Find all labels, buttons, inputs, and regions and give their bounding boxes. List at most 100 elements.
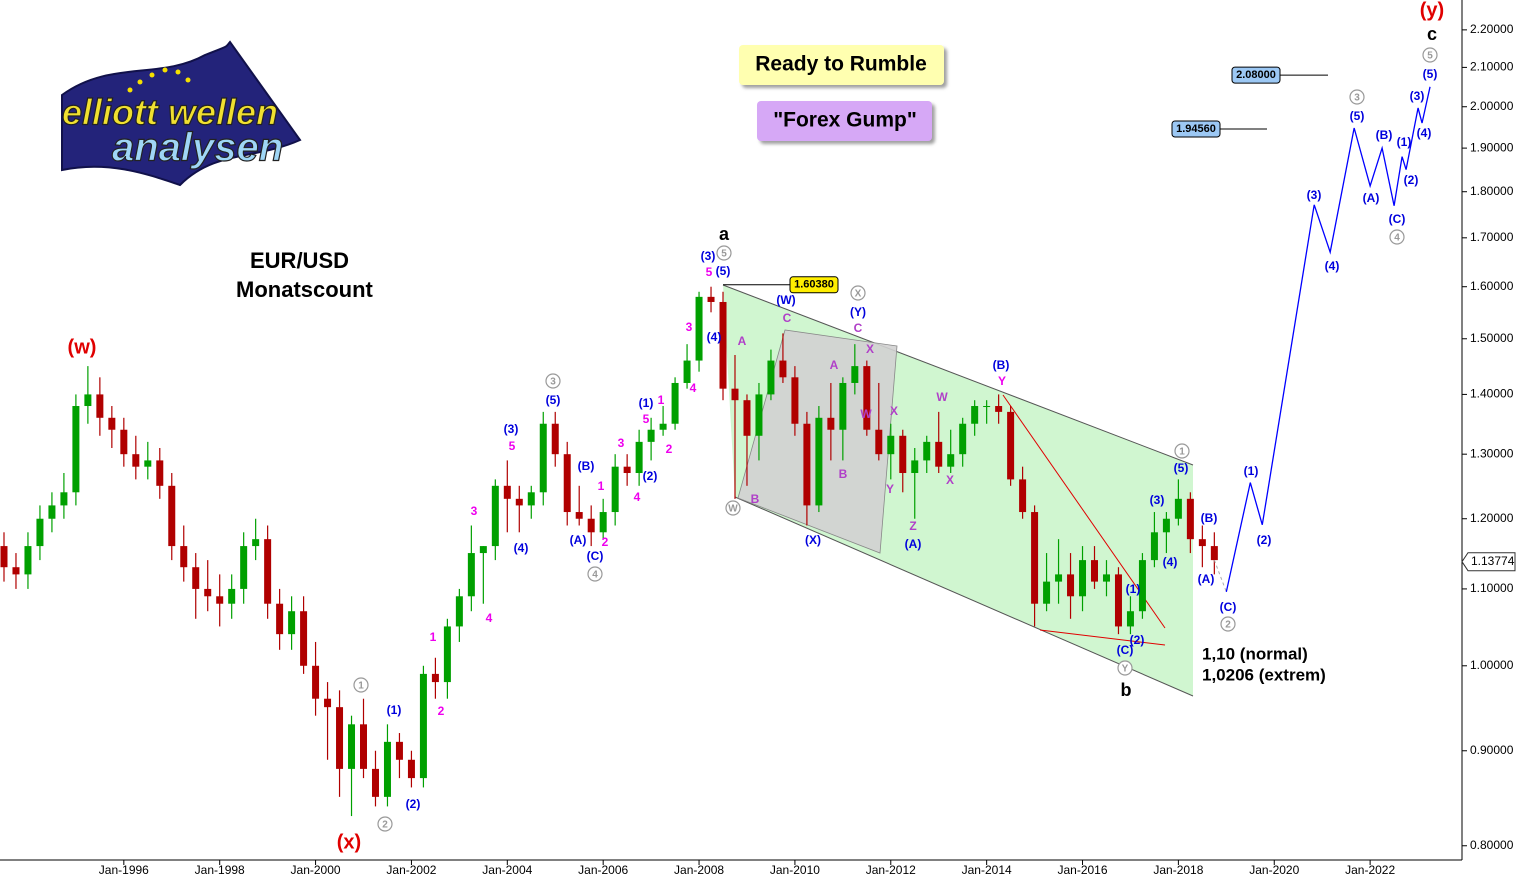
candle-body — [1162, 518, 1170, 533]
logo-stars — [127, 67, 191, 93]
candle-body — [635, 441, 643, 474]
candle-body — [300, 611, 308, 666]
wave-label: (1) — [1126, 582, 1141, 596]
wave-label: 3 — [618, 436, 625, 450]
wave-label: (A) — [1198, 572, 1215, 586]
candle-body — [623, 466, 631, 474]
wave-label: C — [783, 311, 792, 325]
wave-label: B — [751, 492, 760, 506]
wave-label: 5 — [1427, 51, 1433, 62]
candle-body — [1198, 539, 1206, 547]
logo-text: elliott wellen — [62, 92, 278, 133]
candle-body — [240, 546, 248, 589]
candle-body — [84, 394, 92, 407]
x-tick-label: Jan-2018 — [1153, 863, 1203, 877]
level-label: 2.08000 — [1236, 69, 1276, 81]
wave-circle — [545, 373, 561, 389]
candle-body — [1150, 532, 1158, 561]
wave-label: (5) — [1350, 109, 1365, 123]
y-tick-label: 1.20000 — [1470, 511, 1514, 525]
candle-body — [467, 553, 475, 597]
wave-label: A — [738, 334, 747, 348]
wave-label: W — [728, 504, 738, 515]
wave-circle — [725, 500, 741, 516]
wave-label: 4 — [592, 570, 598, 581]
candle-body — [515, 498, 523, 506]
last-price-label: 1.13774 — [1471, 554, 1515, 568]
candle-body — [419, 673, 427, 779]
candle-body — [168, 485, 176, 547]
wave-circle — [716, 245, 732, 261]
candle-body — [971, 406, 979, 424]
wave-circle — [1389, 229, 1405, 245]
wave-label: (X) — [805, 533, 821, 547]
wave-label: Z — [909, 519, 916, 533]
candle-body — [1186, 498, 1194, 540]
candle-body — [479, 546, 487, 554]
wave-label: 3 — [686, 320, 693, 334]
wave-label: C — [854, 321, 863, 335]
candle-body — [755, 394, 763, 436]
instrument: EUR/USD — [250, 248, 349, 273]
wave-label: X — [855, 289, 862, 300]
wave-label: 2 — [666, 442, 673, 456]
level-label: 1.60380 — [794, 279, 834, 291]
wave-label: (A) — [570, 533, 587, 547]
x-tick-label: Jan-2022 — [1345, 863, 1395, 877]
level-label: 1.94560 — [1176, 123, 1216, 135]
candle-body — [371, 768, 379, 797]
y-tick-label: 1.90000 — [1470, 140, 1514, 154]
wave-label: (A) — [905, 537, 922, 551]
wave-label: (W) — [776, 293, 795, 307]
wave-label: X — [890, 404, 898, 418]
x-tick-label: Jan-2004 — [482, 863, 532, 877]
y-tick-label: 1.60000 — [1470, 279, 1514, 293]
candle-body — [395, 741, 403, 760]
wave-label: 4 — [634, 490, 641, 504]
wave-label: (C) — [1117, 643, 1134, 657]
wave-label: 3 — [1354, 93, 1360, 104]
candle-body — [1007, 411, 1015, 480]
candle-body — [611, 466, 619, 513]
candle-body — [144, 460, 152, 467]
y-tick-label: 0.90000 — [1470, 743, 1514, 757]
candle-body — [491, 485, 499, 547]
candle-body — [995, 406, 1003, 412]
wave-label: 1 — [658, 393, 665, 407]
candle-body — [132, 454, 140, 467]
level-box — [1231, 66, 1281, 84]
candle-body — [431, 673, 439, 683]
candle-body — [587, 518, 595, 533]
candle-body — [503, 485, 511, 499]
channel-line — [734, 496, 1194, 697]
x-tick-label: Jan-1996 — [99, 863, 149, 877]
candle-body — [767, 360, 775, 395]
candle-body — [276, 603, 284, 635]
candle-body — [12, 567, 20, 575]
y-tick-label: 2.20000 — [1470, 22, 1514, 36]
candle-body — [1126, 611, 1134, 627]
candle-body — [60, 492, 68, 506]
candle-body — [935, 441, 943, 467]
candle-body — [264, 539, 272, 604]
y-tick-label: 1.40000 — [1470, 387, 1514, 401]
candle-body — [1067, 574, 1075, 597]
wave-label: (Y) — [850, 305, 866, 319]
candle-body — [48, 505, 56, 519]
x-tick-label: Jan-2000 — [291, 863, 341, 877]
wave-label: 5 — [721, 249, 727, 260]
y-tick-label: 1.70000 — [1470, 230, 1514, 244]
x-tick-label: Jan-2010 — [770, 863, 820, 877]
y-tick-label: 1.50000 — [1470, 331, 1514, 345]
wave-label: (5) — [1174, 461, 1189, 475]
candle-body — [695, 296, 703, 361]
wave-label: (4) — [707, 330, 722, 344]
candle-body — [192, 567, 200, 589]
candle-body — [575, 512, 583, 519]
wave-label: X — [946, 473, 954, 487]
candle-body — [803, 423, 811, 506]
wave-label: (2) — [1130, 633, 1145, 647]
candle-body — [839, 382, 847, 430]
candle-body — [827, 417, 835, 430]
wave-label: (3) — [1307, 188, 1322, 202]
